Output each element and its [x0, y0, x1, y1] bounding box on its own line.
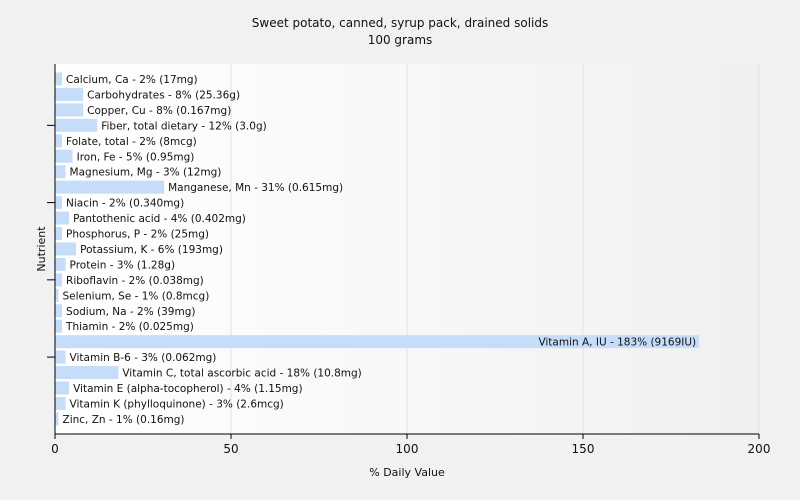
bar-label: Zinc, Zn - 1% (0.16mg) — [63, 414, 185, 426]
x-axis-label: % Daily Value — [369, 466, 445, 479]
bar — [55, 227, 63, 240]
bar-label: Folate, total - 2% (8mcg) — [66, 136, 197, 148]
bar — [55, 304, 63, 318]
bar-label: Selenium, Se - 1% (0.8mcg) — [63, 290, 210, 302]
x-tick-label: 0 — [51, 442, 59, 456]
bar-label: Fiber, total dietary - 12% (3.0g) — [101, 120, 266, 132]
bar-label: Iron, Fe - 5% (0.95mg) — [77, 151, 195, 163]
bar — [55, 149, 73, 163]
bar-label: Magnesium, Mg - 3% (12mg) — [70, 167, 222, 179]
bar-label: Vitamin E (alpha-tocopherol) - 4% (1.15m… — [73, 383, 303, 395]
bar — [55, 118, 98, 132]
chart-subtitle: 100 grams — [368, 33, 433, 47]
y-axis-label: Nutrient — [35, 226, 48, 272]
bar — [55, 366, 119, 380]
bar-label: Pantothenic acid - 4% (0.402mg) — [73, 213, 246, 225]
bar-label: Riboflavin - 2% (0.038mg) — [66, 275, 204, 287]
bar-label: Vitamin B-6 - 3% (0.062mg) — [70, 352, 217, 364]
bar — [55, 165, 66, 179]
bar-label: Vitamin K (phylloquinone) - 3% (2.6mcg) — [70, 398, 284, 410]
bar — [55, 87, 84, 101]
bar — [55, 103, 84, 117]
bar-label: Niacin - 2% (0.340mg) — [66, 198, 184, 210]
bar — [55, 134, 63, 148]
x-tick-label: 100 — [396, 442, 419, 456]
bar-label: Protein - 3% (1.28g) — [70, 259, 176, 271]
bar-label: Copper, Cu - 8% (0.167mg) — [87, 105, 231, 117]
bar-label: Phosphorus, P - 2% (25mg) — [66, 229, 209, 241]
bar — [55, 350, 66, 364]
bar-label: Thiamin - 2% (0.025mg) — [65, 321, 194, 333]
x-tick-label: 150 — [572, 442, 595, 456]
bar — [55, 335, 700, 349]
x-tick-label: 200 — [748, 442, 771, 456]
bar — [55, 211, 70, 225]
bar — [55, 196, 63, 210]
bar-label: Manganese, Mn - 31% (0.615mg) — [168, 182, 343, 194]
bar-label: Vitamin A, IU - 183% (9169IU) — [538, 337, 696, 349]
bar — [55, 257, 66, 271]
chart-title: Sweet potato, canned, syrup pack, draine… — [252, 16, 548, 30]
bar-label: Carbohydrates - 8% (25.36g) — [87, 89, 240, 101]
bar-label: Sodium, Na - 2% (39mg) — [66, 306, 195, 318]
bar — [55, 381, 70, 395]
bar — [55, 180, 165, 194]
x-tick-label: 50 — [223, 442, 238, 456]
bar — [55, 412, 59, 426]
bar — [55, 242, 77, 256]
bar — [55, 396, 66, 410]
bar-label: Calcium, Ca - 2% (17mg) — [66, 74, 198, 86]
bar-label: Potassium, K - 6% (193mg) — [80, 244, 223, 256]
bar — [55, 319, 63, 333]
bar — [55, 288, 59, 302]
bar — [55, 273, 63, 287]
bar-label: Vitamin C, total ascorbic acid - 18% (10… — [122, 368, 361, 380]
bar — [55, 72, 63, 86]
